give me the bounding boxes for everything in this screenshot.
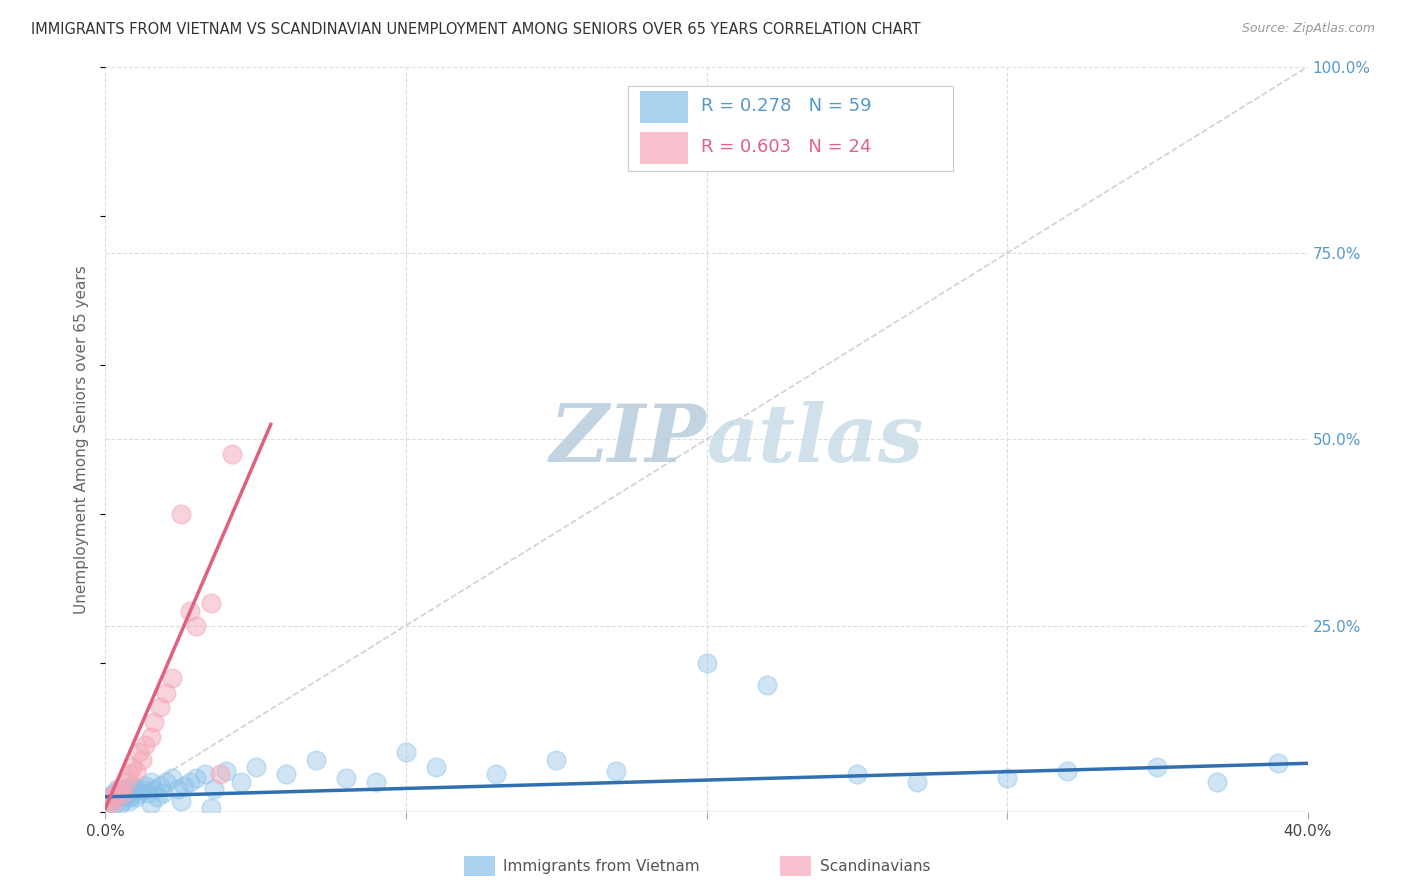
- Point: [169, 793, 191, 807]
- Point: [139, 797, 162, 812]
- Bar: [640, 132, 689, 164]
- Point: [1146, 760, 1168, 774]
- Point: [173, 779, 195, 793]
- Point: [139, 775, 162, 789]
- Point: [110, 782, 132, 797]
- Point: [136, 786, 159, 800]
- Point: [148, 779, 170, 793]
- Point: [145, 789, 167, 804]
- Point: [103, 786, 125, 800]
- Point: [200, 801, 222, 815]
- Point: [134, 738, 156, 752]
- Point: [194, 767, 217, 781]
- Point: [305, 753, 328, 767]
- Point: [128, 745, 150, 759]
- Point: [364, 775, 387, 789]
- Point: [131, 753, 153, 767]
- Point: [112, 786, 135, 800]
- Point: [221, 447, 243, 461]
- Point: [131, 782, 153, 797]
- Point: [229, 775, 252, 789]
- Point: [110, 786, 132, 800]
- Point: [110, 797, 132, 812]
- Point: [605, 764, 627, 778]
- Point: [115, 782, 138, 797]
- Point: [107, 789, 129, 804]
- Point: [845, 767, 868, 781]
- Point: [97, 797, 120, 812]
- Point: [112, 793, 135, 807]
- Point: [905, 775, 928, 789]
- FancyBboxPatch shape: [628, 86, 953, 171]
- Point: [1206, 775, 1229, 789]
- Point: [395, 745, 418, 759]
- Point: [103, 797, 125, 812]
- Point: [245, 760, 267, 774]
- Text: atlas: atlas: [707, 401, 924, 478]
- Point: [160, 671, 183, 685]
- Point: [755, 678, 778, 692]
- Point: [1267, 756, 1289, 771]
- Point: [121, 786, 143, 800]
- Point: [274, 767, 297, 781]
- Point: [184, 618, 207, 632]
- Point: [155, 775, 177, 789]
- Point: [200, 596, 222, 610]
- Point: [142, 715, 165, 730]
- Point: [169, 507, 191, 521]
- Point: [115, 775, 138, 789]
- Point: [112, 789, 135, 804]
- Point: [148, 700, 170, 714]
- Text: R = 0.278   N = 59: R = 0.278 N = 59: [700, 97, 872, 115]
- Point: [142, 782, 165, 797]
- Point: [118, 789, 141, 804]
- Point: [124, 764, 146, 778]
- Point: [1056, 764, 1078, 778]
- Point: [139, 730, 162, 744]
- Point: [100, 789, 122, 804]
- Point: [485, 767, 508, 781]
- Point: [118, 767, 141, 781]
- Point: [184, 771, 207, 785]
- Text: Scandinavians: Scandinavians: [820, 859, 931, 873]
- Point: [97, 789, 120, 804]
- Point: [121, 760, 143, 774]
- Point: [152, 786, 174, 800]
- Point: [995, 771, 1018, 785]
- Point: [335, 771, 357, 785]
- Point: [124, 789, 146, 804]
- Text: IMMIGRANTS FROM VIETNAM VS SCANDINAVIAN UNEMPLOYMENT AMONG SENIORS OVER 65 YEARS: IMMIGRANTS FROM VIETNAM VS SCANDINAVIAN …: [31, 22, 921, 37]
- Point: [425, 760, 447, 774]
- Point: [121, 779, 143, 793]
- Point: [179, 775, 201, 789]
- Point: [128, 786, 150, 800]
- Point: [118, 793, 141, 807]
- Point: [214, 764, 236, 778]
- Point: [115, 786, 138, 800]
- Point: [179, 604, 201, 618]
- Point: [134, 779, 156, 793]
- Point: [696, 656, 718, 670]
- Text: R = 0.603   N = 24: R = 0.603 N = 24: [700, 138, 870, 156]
- Point: [202, 782, 225, 797]
- Point: [103, 793, 125, 807]
- Point: [107, 786, 129, 800]
- Bar: [640, 92, 689, 123]
- Text: Immigrants from Vietnam: Immigrants from Vietnam: [503, 859, 700, 873]
- Point: [160, 771, 183, 785]
- Point: [107, 782, 129, 797]
- Y-axis label: Unemployment Among Seniors over 65 years: Unemployment Among Seniors over 65 years: [75, 265, 90, 614]
- Point: [124, 782, 146, 797]
- Text: ZIP: ZIP: [550, 401, 707, 478]
- Point: [546, 753, 568, 767]
- Point: [166, 782, 188, 797]
- Point: [155, 685, 177, 699]
- Point: [100, 793, 122, 807]
- Text: Source: ZipAtlas.com: Source: ZipAtlas.com: [1241, 22, 1375, 36]
- Point: [208, 767, 231, 781]
